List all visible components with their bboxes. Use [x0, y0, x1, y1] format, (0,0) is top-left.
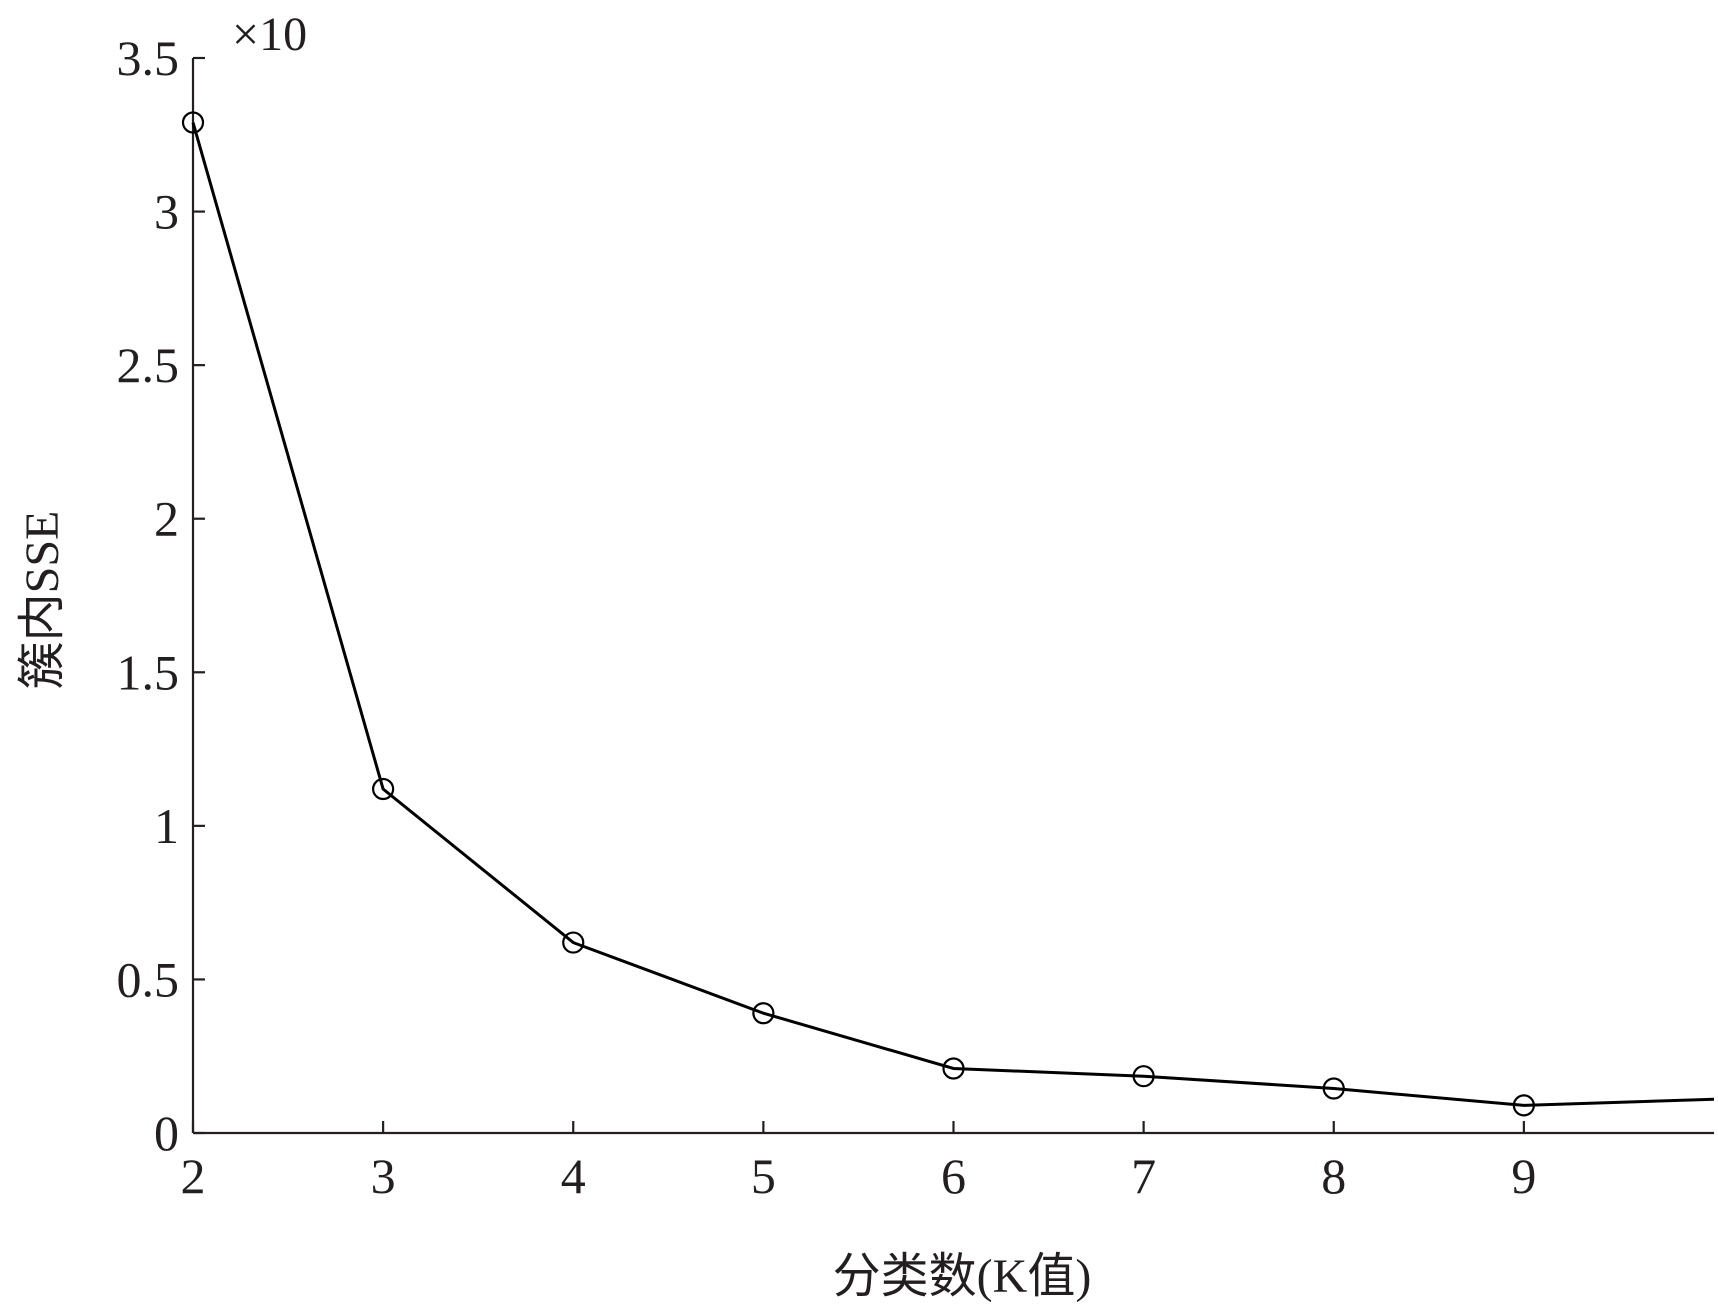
y-tick-label: 2: [154, 491, 179, 547]
y-tick-label: 3.5: [117, 30, 180, 86]
series-line: [191, 122, 1715, 1107]
data-point: [1322, 1077, 1345, 1100]
x-axis-title: 分类数(K值): [833, 1250, 1092, 1303]
x-tick-label: 4: [561, 1148, 586, 1204]
y-tick-label: 1.5: [117, 644, 180, 700]
axes: 0 0.5 1 1.5 2 2.5 3 3.5 2 3 4 5 6 7 8 9: [117, 30, 1714, 1204]
y-tick-label: 0: [154, 1105, 179, 1161]
plot-area: [181, 111, 1715, 1117]
x-tick-label: 7: [1131, 1148, 1156, 1204]
x-tick-label: 9: [1511, 1148, 1536, 1204]
x-tick-label: 2: [181, 1148, 206, 1204]
data-point: [942, 1057, 965, 1080]
data-point: [181, 111, 205, 134]
y-axis-title: 簇内SSE: [16, 511, 69, 690]
data-point: [752, 1002, 775, 1025]
x-tick-label: 6: [941, 1148, 966, 1204]
x-tick-label: 5: [751, 1148, 776, 1204]
x-tick-label: 8: [1321, 1148, 1346, 1204]
y-tick-label: 0.5: [117, 951, 180, 1007]
data-point: [1132, 1065, 1155, 1088]
x-tick-label: 3: [371, 1148, 396, 1204]
data-point: [562, 931, 585, 954]
data-point: [1512, 1094, 1535, 1117]
y-tick-label: 3: [154, 184, 179, 240]
y-tick-label: 2.5: [117, 337, 180, 393]
data-point: [372, 777, 395, 801]
y-multiplier-label: ×10: [232, 8, 307, 61]
y-tick-label: 1: [154, 798, 179, 854]
